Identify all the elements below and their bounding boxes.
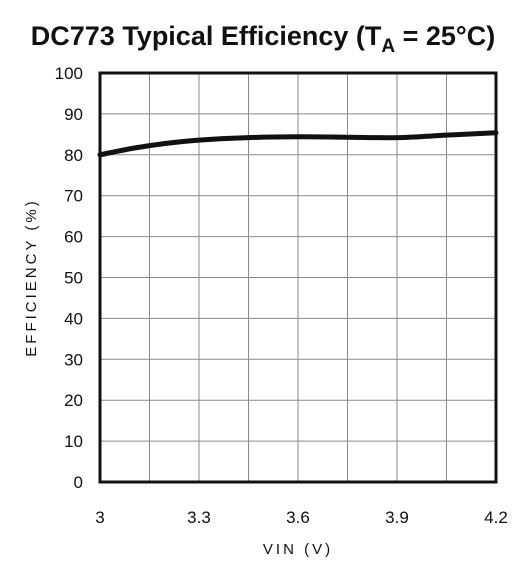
y-tick-label: 100: [55, 64, 83, 83]
grid-lines: [100, 73, 496, 482]
y-tick-label: 90: [64, 105, 83, 124]
y-tick-labels: 0 10 20 30 40 50 60 70 80 90 100: [55, 64, 83, 492]
chart-title-subscript: A: [381, 36, 395, 57]
efficiency-series-line-0: [97, 130, 499, 158]
y-tick-label: 60: [64, 228, 83, 247]
y-tick-label: 40: [64, 309, 83, 328]
y-tick-label: 30: [64, 350, 83, 369]
y-axis-label: EFFICIENCY (%): [23, 198, 40, 356]
series-layer: [97, 130, 499, 158]
chart-title-suffix: = 25°C): [395, 21, 495, 51]
x-tick-label: 3.6: [286, 508, 310, 527]
chart-title-prefix: DC773 Typical Efficiency (T: [31, 21, 382, 51]
y-tick-label: 50: [64, 269, 83, 288]
chart-title: DC773 Typical Efficiency (TA = 25°C): [31, 21, 495, 57]
plot-frame: [98, 71, 498, 484]
x-tick-label: 4.2: [484, 508, 508, 527]
y-tick-label: 80: [64, 146, 83, 165]
y-tick-label: 20: [64, 391, 83, 410]
y-tick-label: 0: [74, 473, 83, 492]
x-axis-label: VIN (V): [263, 541, 333, 558]
x-tick-label: 3.9: [385, 508, 409, 527]
y-tick-label: 70: [64, 187, 83, 206]
x-tick-labels: 3 3.3 3.6 3.9 4.2: [95, 508, 508, 527]
x-tick-label: 3.3: [187, 508, 211, 527]
y-tick-label: 10: [64, 432, 83, 451]
x-tick-label: 3: [95, 508, 104, 527]
